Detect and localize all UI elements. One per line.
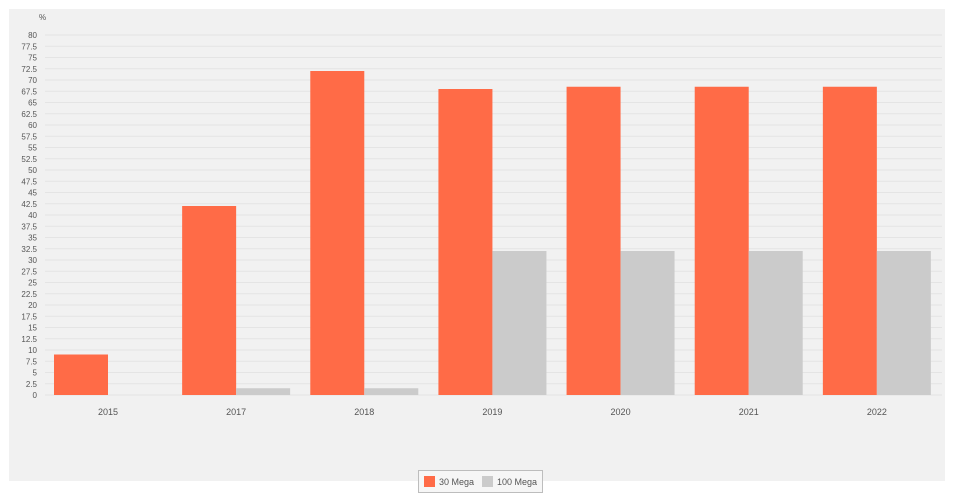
y-tick-label: 65 [28,99,37,108]
y-tick-label: 17.5 [21,312,37,321]
bar-30-mega-2020[interactable] [566,86,621,395]
bar-30-mega-2022[interactable] [822,86,877,395]
bar-100-mega-2022[interactable] [876,251,931,395]
y-tick-label: 40 [28,211,37,220]
y-tick-label: 32.5 [21,245,37,254]
y-unit-label: % [39,13,46,22]
y-tick-label: 42.5 [21,200,37,209]
y-tick-label: 37.5 [21,222,37,231]
y-tick-label: 7.5 [26,357,38,366]
bar-100-mega-2019[interactable] [492,251,547,395]
y-tick-label: 70 [28,76,37,85]
y-tick-label: 55 [28,144,37,153]
y-tick-label: 57.5 [21,132,37,141]
legend-swatch [424,476,435,487]
y-tick-label: 62.5 [21,110,37,119]
x-tick-label: 2021 [739,407,759,417]
x-axis-labels: 2015 2017 2018 2019 2020 2021 2022 [98,407,887,417]
y-tick-label: 50 [28,166,37,175]
y-tick-label: 12.5 [21,335,37,344]
legend-label: 100 Mega [497,476,538,487]
x-tick-label: 2017 [226,407,246,417]
bar-100-mega-2018[interactable] [364,388,419,395]
y-tick-label: 30 [28,256,37,265]
legend-item-100-mega[interactable]: 100 Mega [482,476,537,487]
y-tick-label: 5 [33,369,38,378]
y-axis-ticks: 02.557.51012.51517.52022.52527.53032.535… [21,31,37,400]
bar-100-mega-2020[interactable] [620,251,675,395]
y-tick-label: 2.5 [26,380,38,389]
y-tick-label: 52.5 [21,155,37,164]
y-tick-label: 47.5 [21,177,37,186]
bars [54,71,931,395]
y-tick-label: 60 [28,121,37,130]
y-tick-label: 22.5 [21,290,37,299]
legend: 30 Mega 100 Mega [418,470,544,493]
bar-30-mega-2021[interactable] [694,86,749,395]
bar-30-mega-2017[interactable] [182,206,237,395]
legend-item-30-mega[interactable]: 30 Mega [424,476,474,487]
x-tick-label: 2018 [354,407,374,417]
bar-30-mega-2018[interactable] [310,71,365,395]
y-tick-label: 80 [28,31,37,40]
y-tick-label: 27.5 [21,267,37,276]
y-tick-label: 35 [28,234,37,243]
bar-chart: % 02.557.51012.51517.52022.52527.53032.5… [21,13,942,417]
y-tick-label: 67.5 [21,87,37,96]
y-tick-label: 15 [28,324,37,333]
y-tick-label: 72.5 [21,65,37,74]
y-tick-label: 77.5 [21,42,37,51]
y-tick-label: 10 [28,346,37,355]
x-tick-label: 2022 [867,407,887,417]
y-tick-label: 0 [33,391,38,400]
bar-30-mega-2015[interactable] [54,354,108,396]
bar-100-mega-2021[interactable] [748,251,803,395]
y-tick-label: 75 [28,54,37,63]
chart-area: % 0 2.5 5 7.5 10 12.5 15 17.5 20 22.5 25 27.5 30 32.5… [9,9,945,493]
bar-30-mega-2019[interactable] [438,89,493,395]
y-tick-label: 45 [28,189,37,198]
x-tick-label: 2020 [611,407,631,417]
bar-100-mega-2017[interactable] [236,388,291,395]
x-tick-label: 2019 [482,407,502,417]
x-tick-label: 2015 [98,407,118,417]
y-tick-label: 25 [28,279,37,288]
legend-swatch [482,476,494,487]
y-tick-label: 20 [28,301,37,310]
legend-label: 30 Mega [439,476,475,487]
